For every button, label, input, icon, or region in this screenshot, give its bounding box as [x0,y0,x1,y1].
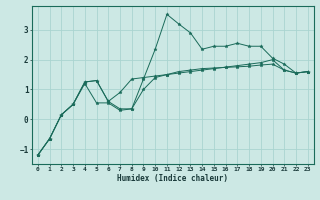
X-axis label: Humidex (Indice chaleur): Humidex (Indice chaleur) [117,174,228,183]
